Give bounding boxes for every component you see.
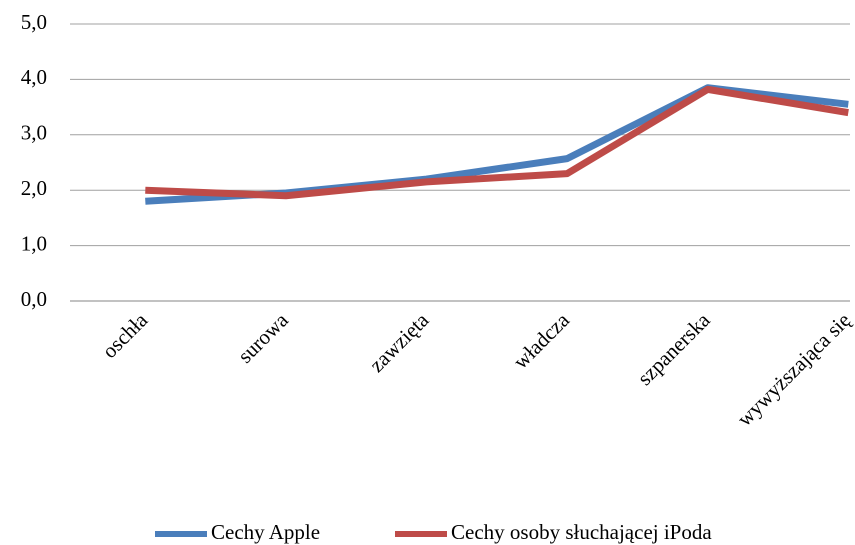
- x-tick-label: szpanerska: [633, 307, 716, 390]
- y-tick-label: 4,0: [21, 65, 47, 89]
- x-tick-label: oschła: [97, 307, 152, 362]
- x-tick-label: zawzięta: [365, 307, 434, 376]
- y-tick-label: 1,0: [21, 231, 47, 255]
- y-tick-label: 3,0: [21, 121, 47, 145]
- y-tick-label: 2,0: [21, 176, 47, 200]
- series-line: [145, 85, 849, 200]
- y-tick-label: 5,0: [21, 10, 47, 34]
- y-tick-label: 0,0: [21, 287, 47, 311]
- x-tick-label: władcza: [508, 307, 574, 373]
- series-line: [145, 84, 849, 205]
- x-tick-label: surowa: [233, 307, 293, 367]
- legend-label: Cechy Apple: [211, 520, 320, 544]
- x-tick-label: wywyższająca się: [732, 308, 855, 431]
- legend-label: Cechy osoby słuchającej iPoda: [451, 520, 712, 544]
